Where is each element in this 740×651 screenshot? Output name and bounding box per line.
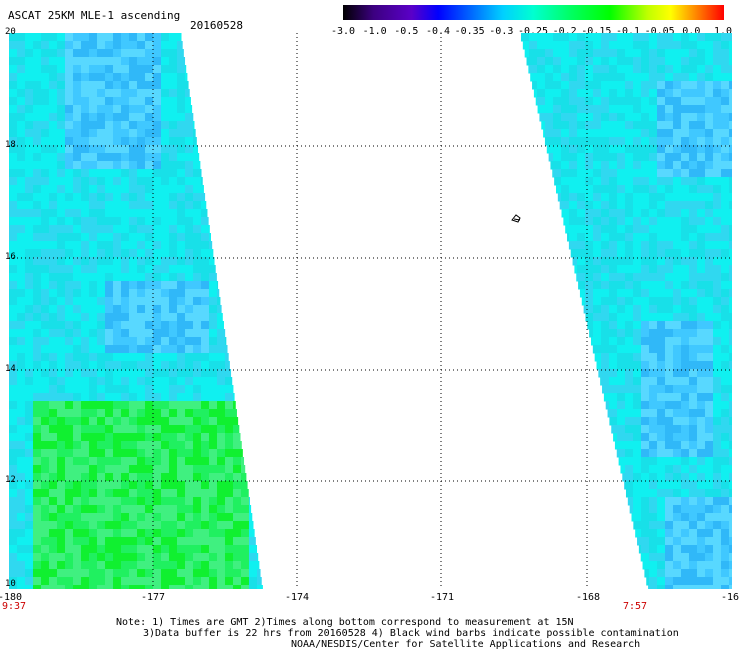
- colorbar-label: -1.0: [362, 26, 387, 37]
- lat-label-10: 10: [5, 579, 16, 589]
- lat-label-18: 18: [5, 140, 16, 150]
- lon-label-180: -180: [0, 592, 23, 603]
- colorbar-label: -0.3: [489, 26, 514, 37]
- lon-label-165: -16: [720, 592, 740, 603]
- gridlines: [9, 33, 732, 589]
- time-right: 7:57: [623, 601, 648, 612]
- lat-label-16: 16: [5, 252, 16, 262]
- colorbar-label: -0.05: [644, 26, 675, 37]
- map-title: ASCAT 25KM MLE-1 ascending: [8, 9, 181, 22]
- note-line-1: Note: 1) Times are GMT 2)Times along bot…: [116, 617, 574, 628]
- swath-left: [9, 33, 263, 589]
- lat-label-14: 14: [5, 364, 16, 374]
- note-line-2: 3)Data buffer is 22 hrs from 20160528 4)…: [143, 628, 679, 639]
- lat-label-12: 12: [5, 475, 16, 485]
- lon-label-177: -177: [140, 592, 166, 603]
- map-plot: [9, 33, 732, 589]
- lon-label-171: -171: [429, 592, 455, 603]
- colorbar-label: 0.0: [682, 26, 701, 37]
- colorbar-label: -0.35: [454, 26, 485, 37]
- map-date: 20160528: [190, 19, 243, 32]
- colorbar-label: -0.15: [581, 26, 612, 37]
- colorbar-label: -0.25: [517, 26, 549, 37]
- colorbar-label: -0.2: [552, 26, 577, 37]
- colorbar-label: 1.0: [713, 26, 733, 37]
- colorbar-label: -0.4: [425, 26, 451, 37]
- lon-label-168: -168: [575, 592, 601, 603]
- colorbar-label: -3.0: [330, 26, 356, 37]
- colorbar: [343, 5, 724, 20]
- lon-label-174: -174: [284, 592, 310, 603]
- time-left: 9:37: [2, 601, 27, 612]
- swath-right: [521, 33, 732, 589]
- lat-label-20: 20: [5, 27, 16, 37]
- colorbar-labels: -3.0 -1.0 -0.5 -0.4 -0.35 -0.3 -0.25 -0.2 -0.15-…: [330, 26, 733, 38]
- colorbar-label: -0.5: [394, 26, 419, 37]
- wind-barb-icon: [511, 214, 521, 223]
- note-line-3: NOAA/NESDIS/Center for Satellite Applica…: [291, 639, 641, 650]
- colorbar-label: -0.1: [615, 26, 641, 37]
